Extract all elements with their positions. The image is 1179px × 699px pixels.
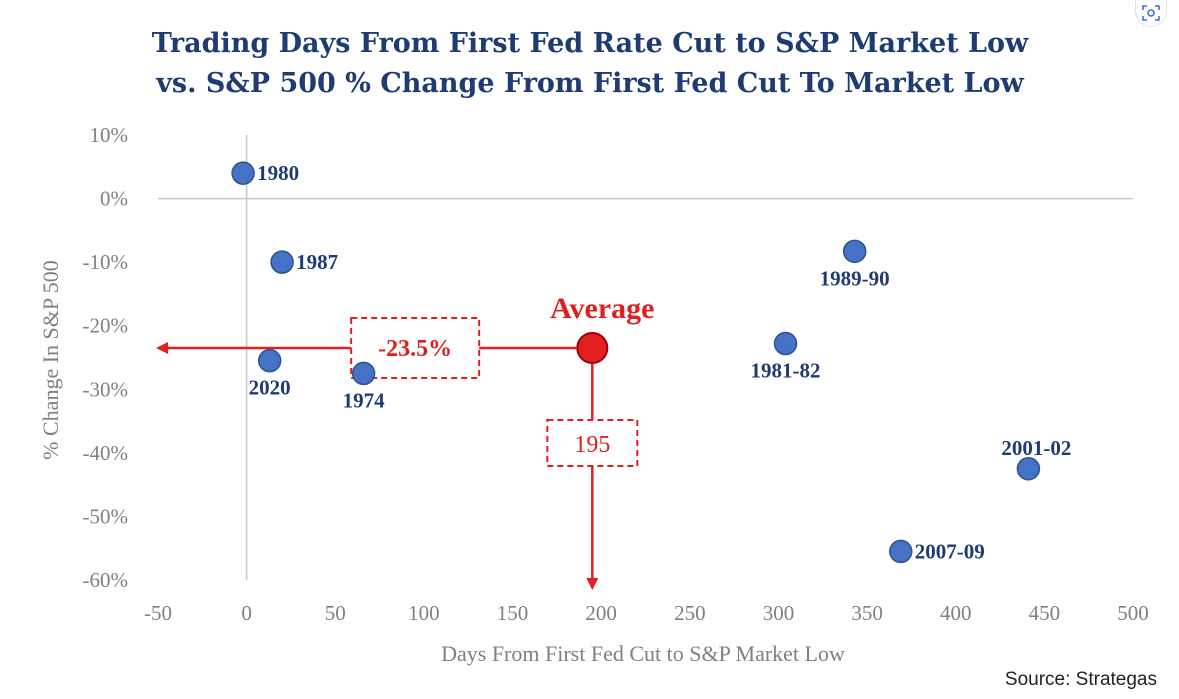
- y-tick-label: -30%: [83, 377, 129, 401]
- data-point-label: 1974: [343, 388, 386, 412]
- data-point-label: 1980: [257, 161, 299, 185]
- data-point-label: 2020: [249, 376, 291, 400]
- data-point-2007-09: [889, 539, 913, 564]
- data-point-label: 2007-09: [915, 539, 985, 563]
- data-point-label: 1989-90: [820, 266, 890, 290]
- x-tick-label: 250: [674, 601, 706, 625]
- y-tick-label: -50%: [83, 504, 129, 528]
- x-tick-label: 150: [497, 601, 529, 625]
- average-y-callout: -23.5%: [378, 336, 452, 362]
- data-point-1980: [231, 161, 255, 185]
- x-tick-label: 100: [408, 601, 440, 625]
- y-tick-label: 0%: [100, 187, 128, 211]
- y-axis-label: % Change In S&P 500: [38, 260, 63, 460]
- average-annotations: -23.5% 195 Average: [156, 292, 655, 590]
- y-tick-label: -10%: [83, 250, 129, 274]
- lens-icon: [1142, 5, 1160, 21]
- x-axis-ticks: -50 0 50 100 150 200 250 300 350 400 450 500: [144, 601, 1149, 625]
- average-x-callout: 195: [574, 432, 610, 458]
- x-axis-label: Days From First Fed Cut to S&P Market Lo…: [441, 641, 845, 666]
- image-search-icon[interactable]: [1135, 0, 1167, 27]
- data-point-1987: [270, 250, 294, 274]
- x-tick-label: 500: [1117, 601, 1149, 625]
- y-axis-ticks: 10% 0% -10% -20% -30% -40% -50% -60%: [83, 123, 129, 592]
- data-point-1989-90: [842, 239, 867, 264]
- x-tick-label: 300: [763, 601, 795, 625]
- data-point-label: 1981-82: [751, 359, 821, 383]
- x-tick-label: 0: [241, 601, 252, 625]
- y-tick-label: 10%: [90, 123, 129, 147]
- x-tick-label: 350: [851, 601, 883, 625]
- data-point-1974: [351, 361, 376, 386]
- chart-title-line-2: vs. S&P 500 % Change From First Fed Cut …: [155, 68, 1024, 99]
- x-tick-label: 400: [940, 601, 972, 625]
- average-label: Average: [550, 292, 654, 325]
- y-tick-label: -60%: [83, 568, 129, 592]
- y-tick-label: -20%: [83, 314, 129, 338]
- data-points: 1980 1987 2020 1974 1989-90 1981-82 2001-02 200…: [231, 161, 1071, 564]
- x-tick-label: 450: [1029, 601, 1061, 625]
- x-tick-label: 50: [325, 601, 346, 625]
- x-tick-label: 200: [585, 601, 617, 625]
- x-tick-label: -50: [144, 601, 172, 625]
- data-point-1981-82: [773, 331, 798, 356]
- average-x-callout-box: [546, 418, 639, 467]
- data-point-2020: [257, 348, 282, 373]
- chart-title-line-1: Trading Days From First Fed Rate Cut to …: [152, 28, 1029, 59]
- data-point-label: 2001-02: [1001, 436, 1071, 460]
- y-tick-label: -40%: [83, 441, 129, 465]
- data-point-label: 1987: [296, 250, 338, 274]
- source-note: Source: Strategas: [1004, 669, 1157, 690]
- average-point: [576, 331, 609, 364]
- data-point-2001-02: [1016, 457, 1041, 481]
